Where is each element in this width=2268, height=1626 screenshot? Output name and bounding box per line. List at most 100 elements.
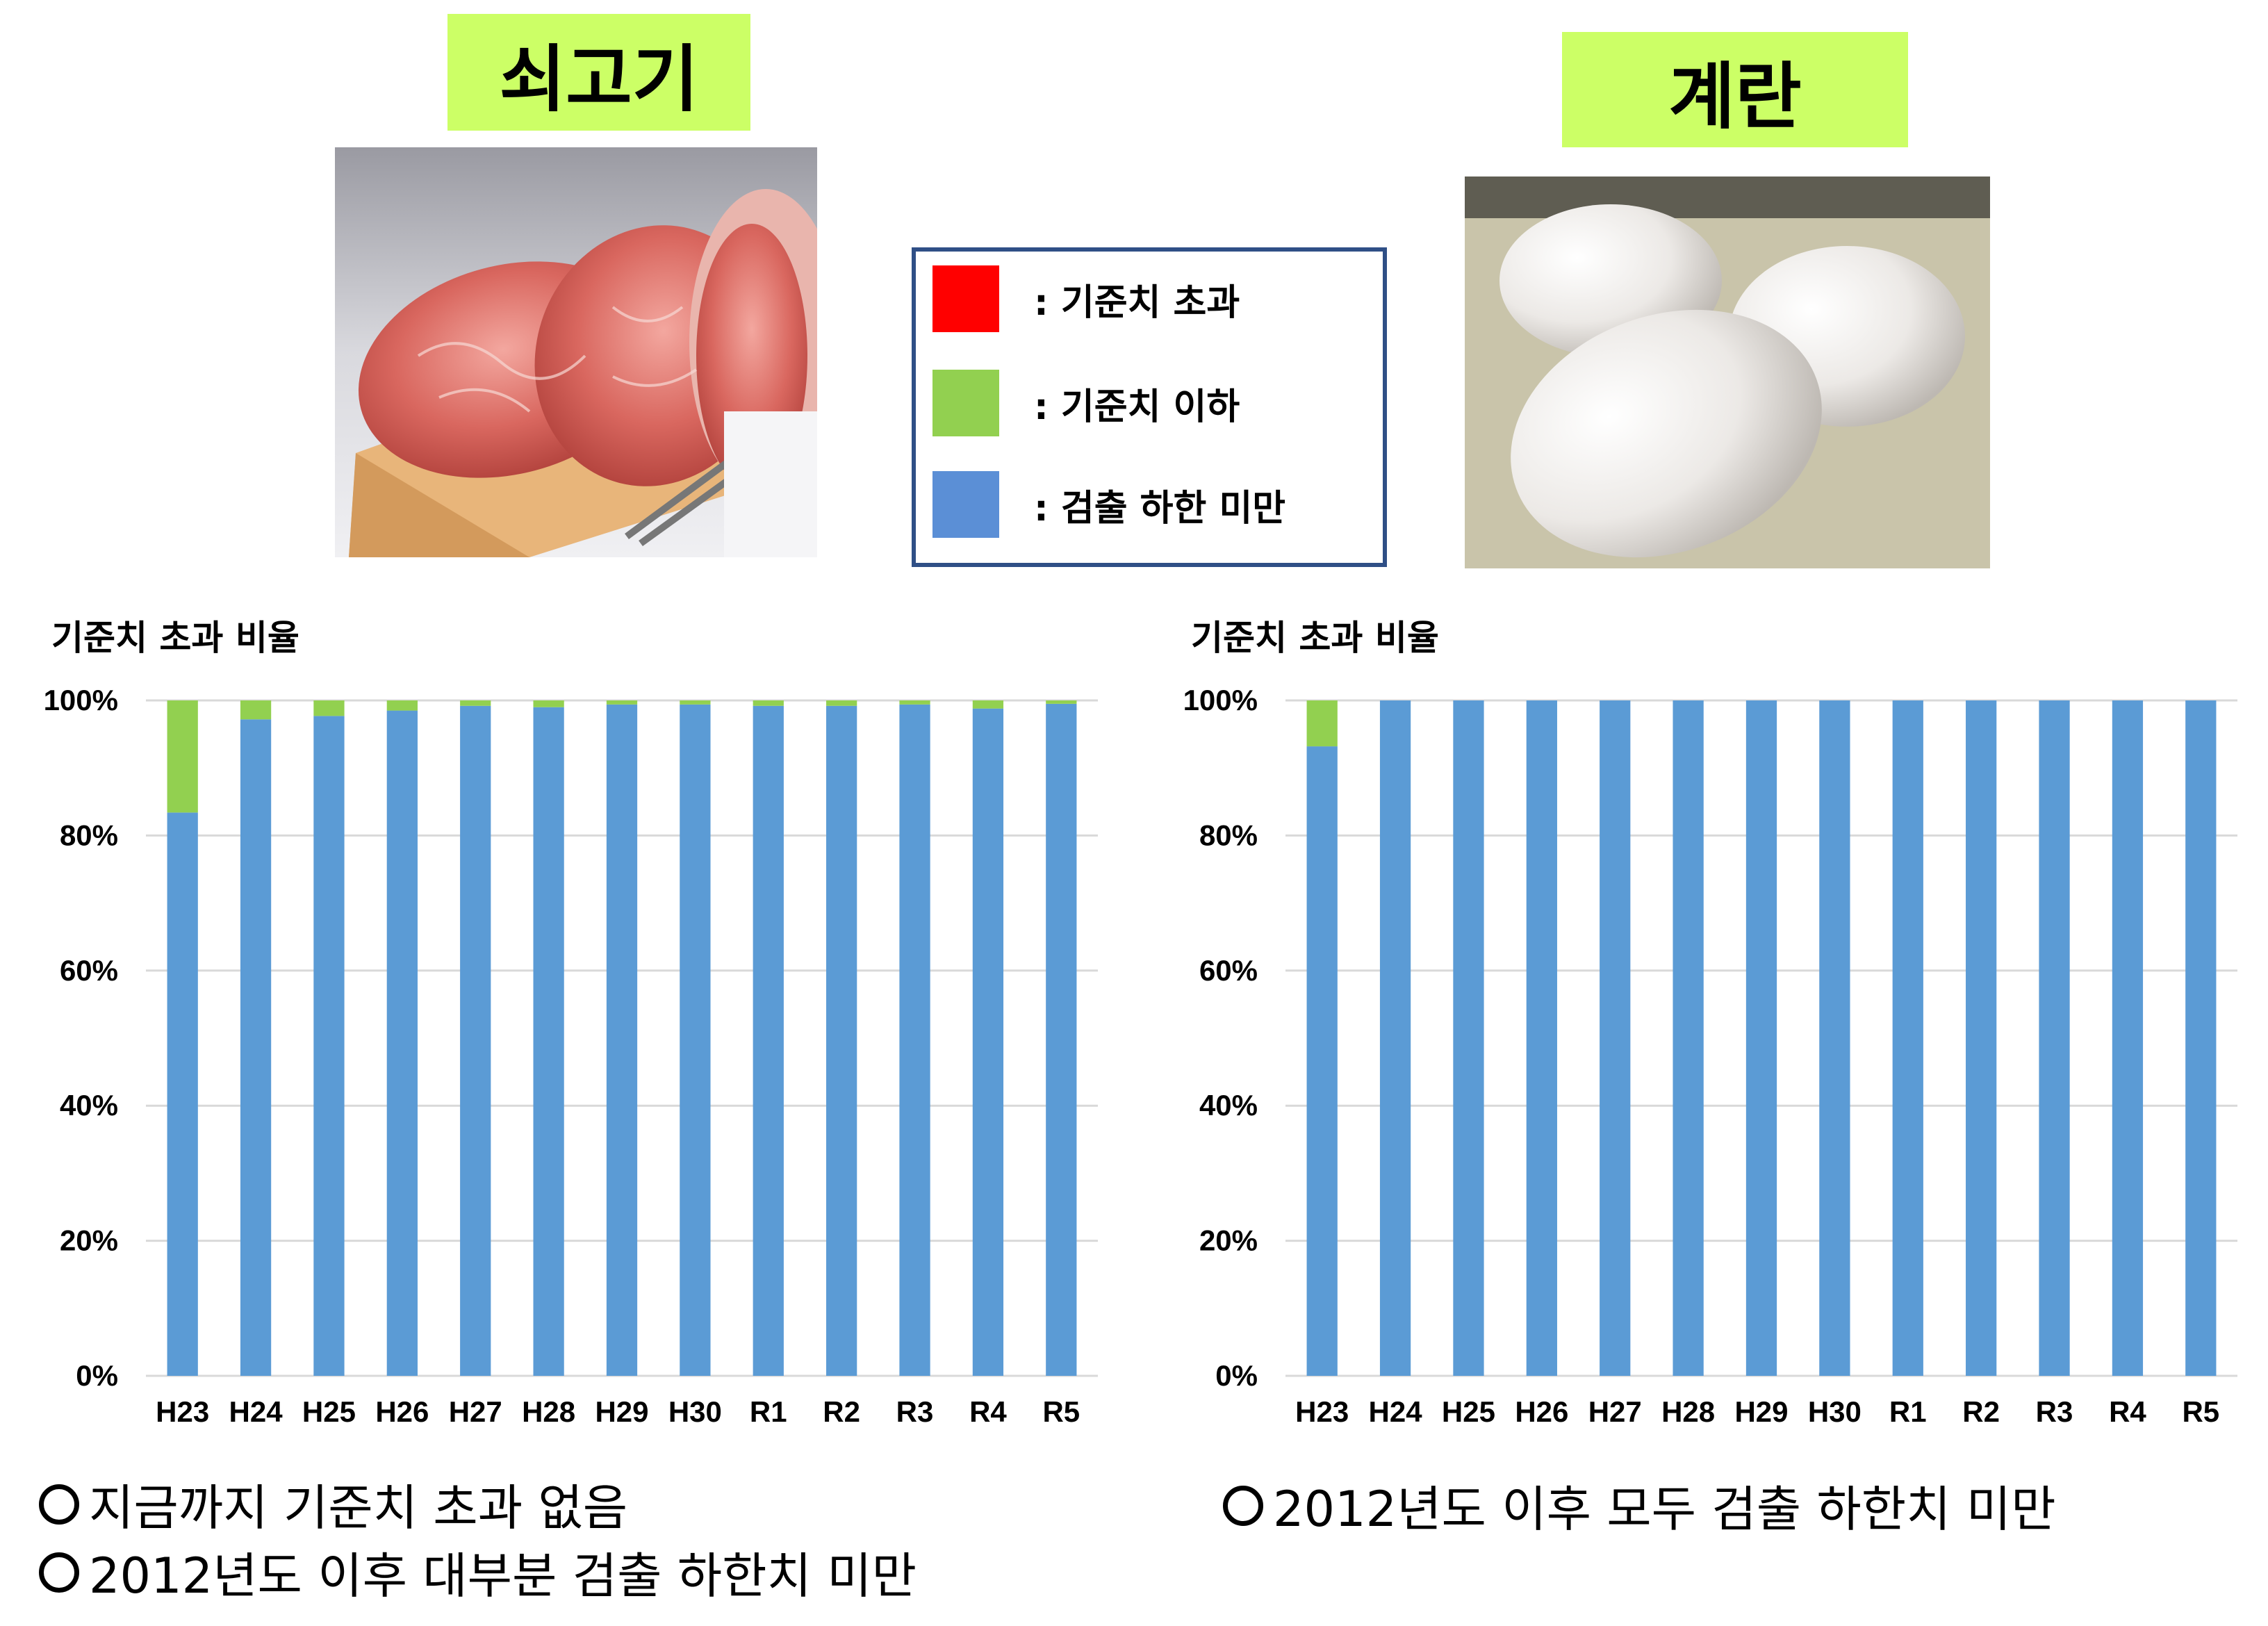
beef-chart: 0% 20% 40% 60% 80% 100% H23 H24 H25 H26 H27 H28 H29 H… [44, 684, 1098, 1428]
bar-segment [386, 710, 418, 1376]
note-text: 지금까지 기준치 초과 없음 [89, 1479, 628, 1536]
x-tick-label: H29 [595, 1395, 648, 1428]
bar-segment [826, 700, 857, 706]
x-tick-label: R5 [2182, 1395, 2219, 1428]
y-tick-label: 0% [76, 1359, 118, 1392]
beef-note-1: 지금까지 기준치 초과 없음 [39, 1469, 627, 1539]
bar-segment [1046, 703, 1077, 1376]
legend-swatch-red [932, 265, 999, 332]
x-tick-label: R5 [1042, 1395, 1080, 1428]
legend-item-below-limit: : 기준치 이하 [932, 370, 1240, 436]
x-tick-label: H27 [1588, 1395, 1642, 1428]
bar-segment [2185, 700, 2217, 1376]
x-tick-label: R3 [2036, 1395, 2073, 1428]
circle-icon [1223, 1485, 1263, 1526]
bar-segment [753, 705, 784, 1376]
bar-segment [167, 812, 198, 1376]
bar-segment [2039, 700, 2070, 1376]
bar-segment [1379, 700, 1411, 1376]
legend-label: : 기준치 초과 [1034, 281, 1240, 324]
legend-swatch-green [932, 370, 999, 436]
bar-segment [899, 700, 930, 705]
x-tick-label: H28 [522, 1395, 575, 1428]
bar-segment [313, 716, 345, 1376]
bar-segment [826, 705, 857, 1376]
bar-segment [1745, 700, 1777, 1376]
x-tick-label: H28 [1661, 1395, 1715, 1428]
bar-segment [460, 705, 491, 1376]
bar-segment [1966, 700, 1997, 1376]
bar-segment [167, 700, 198, 813]
x-tick-label: R4 [2109, 1395, 2146, 1428]
legend-label: : 기준치 이하 [1034, 386, 1240, 428]
legend-item-exceed: : 기준치 초과 [932, 265, 1240, 332]
y-tick-label: 20% [60, 1224, 118, 1257]
x-tick-label: H30 [1808, 1395, 1862, 1428]
bar-segment [240, 719, 272, 1376]
y-tick-label: 100% [1183, 684, 1258, 716]
bar-segment [1600, 700, 1631, 1376]
x-tick-label: H26 [375, 1395, 429, 1428]
note-text: 2012년도 이후 대부분 검출 하한치 미만 [89, 1547, 917, 1604]
bar-segment [1892, 700, 1923, 1376]
y-tick-label: 80% [60, 819, 118, 851]
x-tick-label: R2 [823, 1395, 860, 1428]
note-text: 2012년도 이후 모두 검출 하한치 미만 [1273, 1481, 2056, 1538]
x-tick-label: H24 [229, 1395, 284, 1428]
bar-segment [1673, 700, 1704, 1376]
x-tick-label: R1 [1889, 1395, 1927, 1428]
y-tick-label: 0% [1215, 1359, 1258, 1392]
bar-segment [1819, 700, 1850, 1376]
beef-note-2: 2012년도 이후 대부분 검출 하한치 미만 [39, 1537, 917, 1607]
bar-segment [972, 708, 1004, 1376]
x-tick-label: H27 [449, 1395, 502, 1428]
bar-segment [460, 700, 491, 706]
y-tick-label: 60% [1199, 954, 1258, 987]
x-tick-label: R3 [896, 1395, 934, 1428]
bar-segment [753, 700, 784, 706]
x-tick-label: H24 [1369, 1395, 1423, 1428]
egg-chart: 0% 20% 40% 60% 80% 100% H23 H24 H25 H26 H27 H28 H29 H… [1183, 684, 2237, 1428]
y-tick-label: 40% [60, 1089, 118, 1122]
bar-segment [606, 704, 638, 1376]
beef-chart-title: 기준치 초과 비율 [51, 618, 299, 658]
bar-segment [680, 704, 711, 1376]
circle-icon [39, 1484, 79, 1525]
bar-segment [1046, 700, 1077, 704]
egg-chart-title: 기준치 초과 비율 [1191, 618, 1439, 658]
beef-photo [335, 147, 817, 557]
bar-segment [1526, 700, 1557, 1376]
x-tick-label: H26 [1515, 1395, 1568, 1428]
bar-segment [606, 700, 638, 705]
beef-title: 쇠고기 [447, 14, 750, 131]
x-tick-label: R4 [969, 1395, 1007, 1428]
egg-title: 계란 [1562, 32, 1908, 147]
bar-segment [240, 700, 272, 720]
y-tick-label: 20% [1199, 1224, 1258, 1257]
x-tick-label: H23 [1295, 1395, 1349, 1428]
y-tick-label: 100% [44, 684, 118, 716]
bar-segment [313, 700, 345, 716]
egg-note-1: 2012년도 이후 모두 검출 하한치 미만 [1223, 1470, 2056, 1541]
bar-segment [1453, 700, 1484, 1376]
x-tick-label: H25 [1442, 1395, 1495, 1428]
x-tick-label: H25 [302, 1395, 356, 1428]
legend: : 기준치 초과 : 기준치 이하 : 검출 하한 미만 [912, 247, 1387, 567]
bar-segment [1306, 746, 1338, 1376]
bar-segment [972, 700, 1004, 709]
x-tick-label: H29 [1734, 1395, 1788, 1428]
circle-icon [39, 1552, 79, 1593]
x-tick-label: H23 [156, 1395, 209, 1428]
bar-segment [533, 700, 564, 707]
x-tick-label: H30 [668, 1395, 722, 1428]
legend-item-not-detected: : 검출 하한 미만 [932, 471, 1285, 538]
bar-segment [899, 704, 930, 1376]
x-tick-label: R2 [1962, 1395, 2000, 1428]
legend-swatch-blue [932, 471, 999, 538]
bar-segment [386, 700, 418, 711]
y-tick-label: 80% [1199, 819, 1258, 851]
bar-segment [1306, 700, 1338, 747]
bar-segment [680, 700, 711, 705]
y-tick-label: 40% [1199, 1089, 1258, 1122]
legend-label: : 검출 하한 미만 [1034, 487, 1286, 529]
